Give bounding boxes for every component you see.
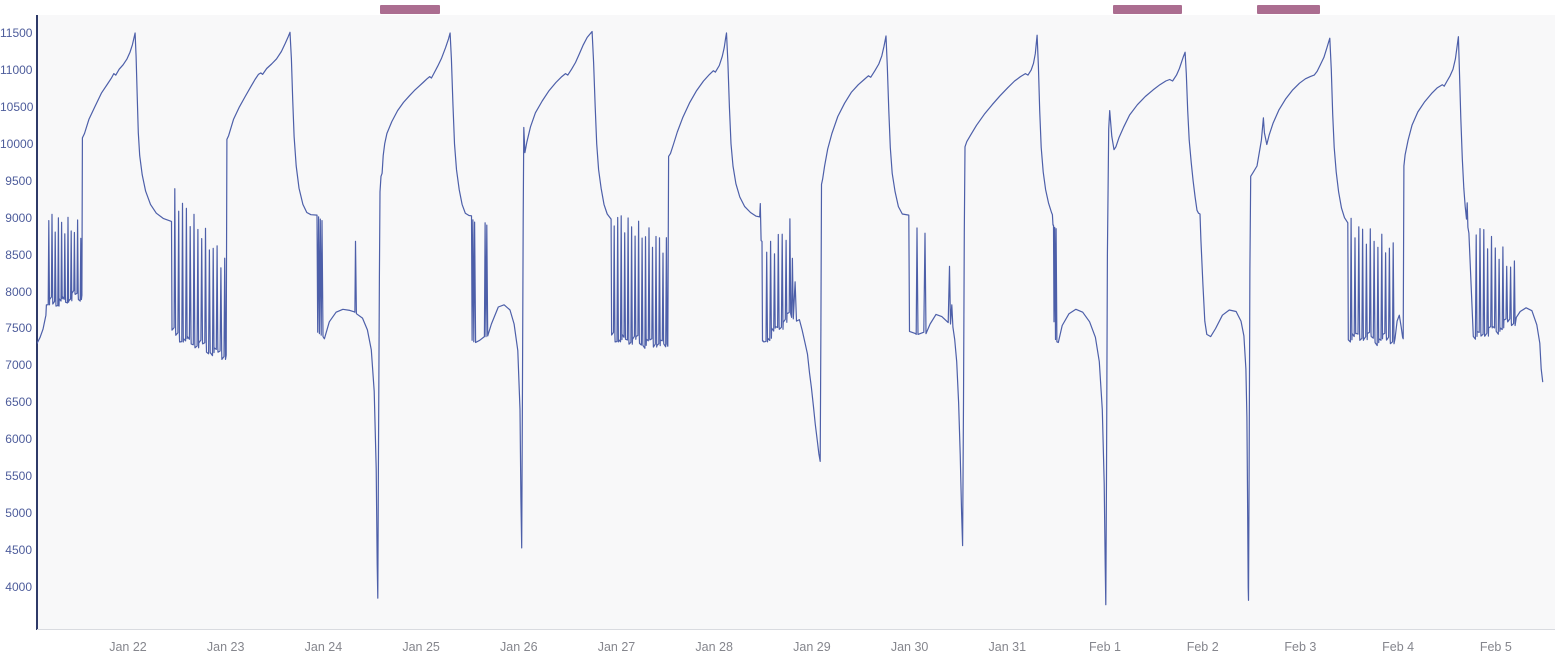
annotation-band — [380, 5, 440, 14]
x-tick-label: Jan 26 — [500, 640, 538, 654]
x-tick-label: Feb 1 — [1089, 640, 1121, 654]
x-tick-label: Jan 31 — [988, 640, 1027, 654]
y-tick-label: 5500 — [5, 469, 32, 484]
plot-area[interactable] — [37, 15, 1555, 629]
y-tick-label: 6500 — [5, 395, 32, 410]
x-tick-label: Jan 27 — [597, 640, 636, 654]
annotation-band — [1257, 5, 1320, 14]
x-tick-label: Feb 2 — [1186, 640, 1219, 654]
plot-area-background — [37, 15, 1555, 629]
y-tick-label: 6000 — [5, 432, 32, 447]
series-line — [37, 30, 1544, 606]
x-tick-label: Feb 3 — [1284, 640, 1317, 654]
x-axis-line — [37, 629, 1555, 630]
y-tick-label: 5000 — [5, 506, 32, 521]
y-axis-line — [36, 15, 38, 630]
y-tick-label: 9000 — [5, 210, 32, 225]
y-tick-label: 10500 — [0, 99, 34, 114]
x-tick-label: Jan 29 — [793, 640, 831, 654]
y-tick-label: 7500 — [5, 321, 32, 336]
x-tick-label: Jan 24 — [304, 640, 343, 654]
x-tick-label: Jan 22 — [109, 640, 147, 654]
x-tick-label: Jan 23 — [206, 640, 245, 654]
x-tick-label: Jan 25 — [402, 640, 440, 654]
y-tick-label: 11500 — [0, 26, 33, 40]
y-tick-label: 9500 — [5, 173, 32, 188]
x-tick-label: Feb 4 — [1382, 640, 1415, 654]
y-tick-label: 4500 — [5, 543, 32, 558]
y-tick-label: 8000 — [5, 284, 32, 299]
y-tick-label: 11000 — [0, 62, 33, 77]
y-tick-label: 10000 — [0, 136, 34, 151]
x-tick-label: Feb 5 — [1479, 640, 1512, 654]
x-tick-label: Jan 28 — [695, 640, 733, 654]
x-tick-label: Jan 30 — [890, 640, 929, 654]
annotation-band — [1112, 5, 1183, 14]
y-tick-label: 7000 — [5, 358, 32, 373]
y-tick-label: 8500 — [5, 247, 32, 262]
y-tick-label: 4000 — [5, 580, 32, 594]
